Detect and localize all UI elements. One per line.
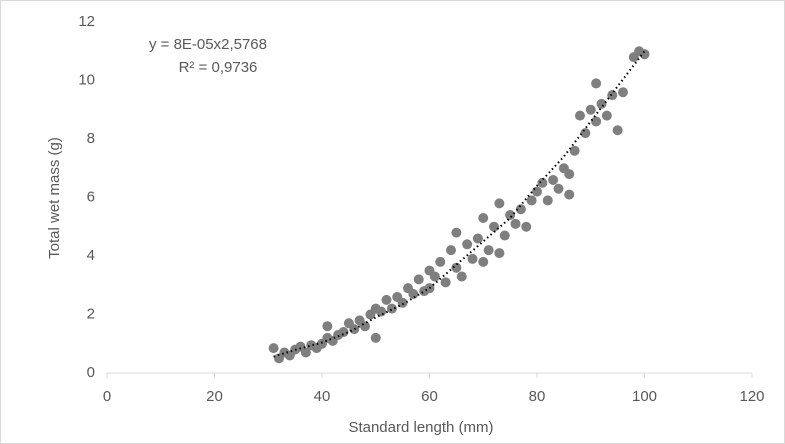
point [585, 104, 596, 115]
point [521, 221, 532, 232]
point [300, 347, 311, 358]
point [467, 253, 478, 264]
point [483, 245, 494, 256]
point [575, 110, 585, 121]
point [360, 321, 370, 332]
point [489, 221, 499, 232]
r-squared: R² = 0,9736 [179, 59, 258, 76]
equation: y = 8E-05x2,5768 [149, 36, 267, 53]
point [408, 289, 419, 300]
y-tick-label: 4 [87, 247, 95, 264]
point [446, 245, 456, 256]
point [618, 87, 628, 98]
point [515, 204, 526, 215]
point [580, 128, 591, 139]
y-tick-label: 0 [87, 364, 95, 381]
x-tick-label: 20 [206, 388, 223, 405]
point [440, 277, 451, 288]
point [376, 306, 387, 317]
point [456, 271, 467, 282]
x-tick-label: 60 [421, 388, 438, 405]
x-tick-label: 100 [632, 388, 657, 405]
point [478, 256, 489, 267]
point [494, 248, 505, 259]
x-tick-label: 40 [314, 388, 331, 405]
x-tick-label: 80 [529, 388, 546, 405]
point [607, 90, 618, 101]
point [548, 174, 559, 185]
point [564, 189, 575, 200]
x-tick-label: 0 [103, 388, 111, 405]
point [478, 212, 489, 223]
x-axis-label: Standard length (mm) [348, 419, 493, 436]
point [338, 327, 349, 338]
point [499, 230, 510, 241]
point [472, 233, 483, 244]
point [553, 183, 564, 194]
y-tick-label: 2 [87, 305, 95, 322]
point [462, 239, 473, 250]
point [494, 198, 505, 209]
y-tick-label: 10 [78, 71, 95, 88]
point [569, 145, 580, 156]
y-axis-label: Total wet mass (g) [46, 137, 63, 259]
point [542, 195, 553, 206]
point [596, 98, 607, 109]
point [451, 227, 462, 238]
point [591, 116, 602, 127]
point [370, 332, 381, 343]
point [322, 321, 333, 332]
point [510, 218, 521, 229]
point [381, 294, 392, 305]
point [564, 169, 575, 180]
point [505, 210, 516, 221]
y-tick-label: 12 [78, 13, 95, 30]
y-tick-label: 6 [87, 188, 95, 205]
point [435, 256, 446, 267]
point [612, 125, 623, 136]
point [349, 324, 360, 335]
point [532, 186, 542, 197]
point [526, 195, 537, 206]
point [386, 303, 397, 314]
point [601, 110, 612, 121]
point [413, 274, 424, 285]
x-tick-label: 120 [739, 388, 764, 405]
y-tick-label: 8 [87, 130, 95, 147]
point [268, 343, 279, 354]
point [451, 262, 462, 273]
point [591, 78, 602, 89]
point [429, 271, 440, 282]
point [397, 297, 408, 308]
point [537, 177, 548, 188]
point [639, 49, 650, 60]
